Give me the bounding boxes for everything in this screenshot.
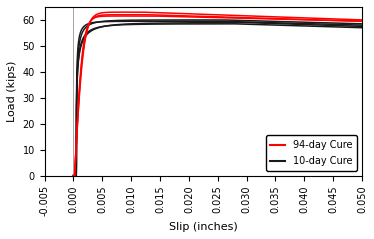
- Legend: 94-day Cure, 10-day Cure: 94-day Cure, 10-day Cure: [266, 135, 357, 171]
- Y-axis label: Load (kips): Load (kips): [7, 61, 17, 122]
- X-axis label: Slip (inches): Slip (inches): [169, 222, 238, 232]
